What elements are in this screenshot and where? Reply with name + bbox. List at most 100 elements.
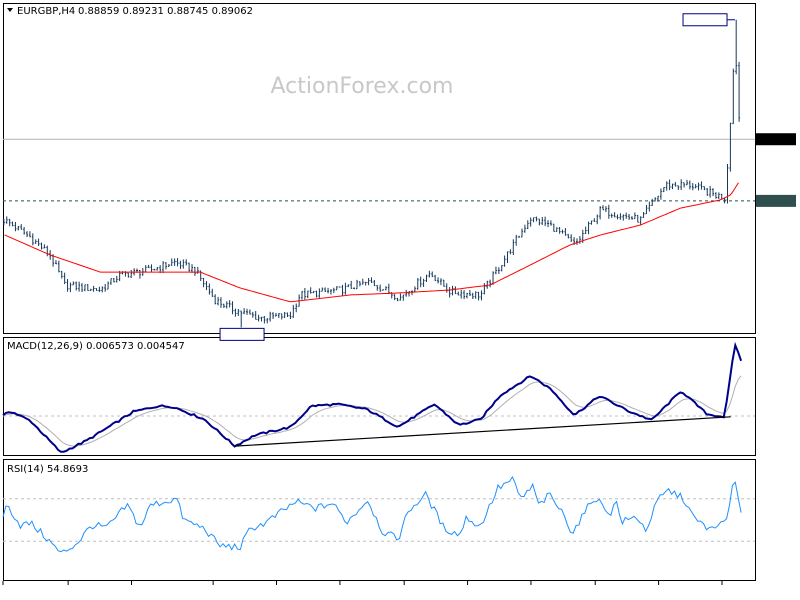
price-bar bbox=[219, 297, 222, 308]
price-bar bbox=[83, 284, 86, 292]
price-bar bbox=[309, 287, 312, 294]
collapse-triangle-icon[interactable] bbox=[7, 8, 13, 12]
price-bar bbox=[384, 286, 387, 291]
price-bar bbox=[538, 218, 541, 226]
price-bar bbox=[78, 281, 81, 292]
macd-panel bbox=[3, 337, 756, 456]
price-bar bbox=[628, 213, 631, 220]
price-bar bbox=[483, 283, 486, 295]
price-bar bbox=[324, 287, 327, 293]
price-bar bbox=[532, 217, 535, 223]
price-bar bbox=[460, 289, 463, 299]
price-bar bbox=[610, 213, 613, 218]
price-bar bbox=[176, 258, 179, 267]
price-bar bbox=[60, 270, 63, 279]
price-bar bbox=[57, 260, 60, 273]
price-bar bbox=[228, 300, 231, 308]
price-bar bbox=[671, 183, 674, 190]
price-bar bbox=[130, 270, 133, 278]
price-bar bbox=[604, 206, 607, 212]
price-bar bbox=[17, 225, 20, 231]
price-bar bbox=[23, 226, 26, 235]
price-bar bbox=[295, 303, 298, 313]
price-bar bbox=[101, 286, 104, 293]
price-bar bbox=[361, 278, 364, 285]
price-bar bbox=[688, 180, 691, 190]
price-bar bbox=[269, 311, 272, 322]
price-bar bbox=[370, 277, 373, 284]
price-bar bbox=[523, 224, 526, 233]
price-bar bbox=[54, 260, 57, 265]
price-bar bbox=[5, 216, 8, 224]
price-bar bbox=[659, 188, 662, 200]
price-bar bbox=[410, 290, 413, 296]
annotation-box bbox=[682, 13, 728, 27]
price-bar bbox=[208, 283, 211, 295]
price-bar bbox=[552, 223, 555, 232]
price-bar bbox=[489, 279, 492, 288]
price-bar bbox=[561, 229, 564, 234]
price-bar bbox=[497, 267, 500, 275]
price-bar bbox=[14, 221, 17, 232]
price-bar bbox=[214, 294, 217, 305]
price-bar bbox=[662, 187, 665, 193]
price-bar bbox=[335, 286, 338, 291]
price-bar bbox=[480, 290, 483, 301]
price-bar bbox=[347, 284, 350, 288]
price-bar bbox=[303, 287, 306, 300]
price-bar bbox=[648, 201, 651, 212]
price-bar bbox=[625, 212, 628, 219]
price-bar bbox=[280, 313, 283, 320]
price-bar bbox=[329, 289, 332, 295]
price-bar bbox=[665, 181, 668, 191]
price-bar bbox=[454, 286, 457, 295]
annotation-box bbox=[219, 327, 265, 341]
price-bar bbox=[112, 278, 115, 283]
price-bar bbox=[706, 188, 709, 196]
price-bar bbox=[266, 318, 269, 324]
price-bar bbox=[500, 265, 503, 272]
price-bar bbox=[668, 179, 671, 191]
price-bar bbox=[263, 315, 266, 324]
price-bar bbox=[2, 218, 5, 225]
price-bar bbox=[657, 195, 660, 202]
price-bar bbox=[709, 185, 712, 198]
price-bar bbox=[312, 290, 315, 294]
price-bar bbox=[376, 284, 379, 291]
price-bar bbox=[445, 283, 448, 293]
rsi-panel bbox=[3, 459, 756, 581]
price-bar bbox=[150, 264, 153, 272]
price-bar bbox=[86, 284, 89, 292]
price-bar bbox=[471, 292, 474, 300]
price-bar bbox=[723, 198, 726, 204]
price-bar bbox=[607, 204, 610, 219]
price-bar bbox=[66, 278, 69, 292]
price-bar bbox=[402, 294, 405, 301]
current-price-box bbox=[756, 133, 796, 146]
price-bar bbox=[254, 311, 257, 320]
price-bar bbox=[413, 286, 416, 292]
price-bar bbox=[109, 278, 112, 285]
price-bar bbox=[147, 264, 150, 268]
price-bar bbox=[364, 281, 367, 286]
price-bar bbox=[341, 284, 344, 296]
price-bar bbox=[156, 266, 159, 271]
price-bar bbox=[587, 221, 590, 235]
price-bar bbox=[422, 278, 425, 287]
price-bar bbox=[451, 285, 454, 296]
price-bar bbox=[425, 274, 428, 283]
price-bar bbox=[205, 281, 208, 291]
price-bar bbox=[703, 186, 706, 191]
price-bar bbox=[26, 231, 29, 237]
price-bar bbox=[373, 280, 376, 287]
price-bar bbox=[567, 233, 570, 239]
symbol-label: EURGBP,H4 bbox=[17, 6, 75, 17]
price-bar bbox=[63, 272, 66, 285]
watermark: ActionForex.com bbox=[271, 74, 454, 99]
price-bar bbox=[164, 262, 167, 270]
price-bar bbox=[474, 291, 477, 299]
price-bar bbox=[738, 61, 741, 122]
price-bar bbox=[115, 275, 118, 283]
price-bar bbox=[301, 290, 304, 300]
